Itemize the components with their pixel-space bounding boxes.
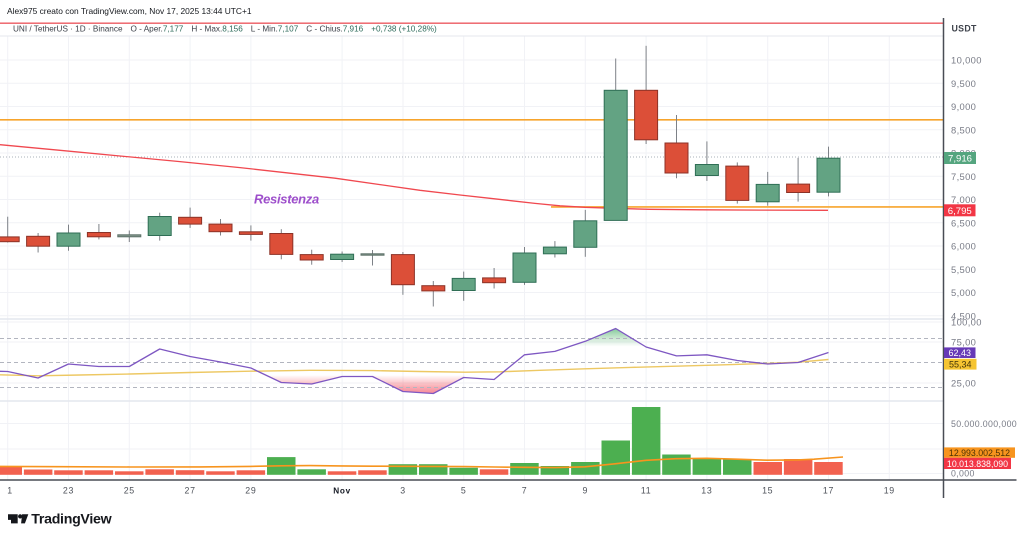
svg-text:29: 29: [245, 485, 256, 495]
svg-text:55,34: 55,34: [949, 360, 972, 370]
svg-text:7: 7: [522, 485, 528, 495]
svg-text:5,000: 5,000: [951, 287, 976, 298]
svg-text:62,43: 62,43: [948, 348, 971, 358]
svg-text:10,000: 10,000: [951, 55, 982, 66]
svg-text:17: 17: [823, 485, 834, 495]
svg-text:Nov: Nov: [333, 486, 351, 495]
svg-text:75,00: 75,00: [951, 337, 976, 348]
svg-text:9,000: 9,000: [951, 101, 976, 112]
svg-text:9,500: 9,500: [951, 78, 976, 89]
svg-text:50.000.000,000: 50.000.000,000: [951, 419, 1017, 429]
svg-text:4,500: 4,500: [951, 310, 976, 321]
svg-text:8,500: 8,500: [951, 124, 976, 135]
svg-text:11: 11: [641, 485, 652, 495]
svg-text:19: 19: [884, 485, 895, 495]
svg-text:0,000: 0,000: [951, 469, 975, 479]
svg-text:Alex975 creato con TradingView: Alex975 creato con TradingView.com, Nov …: [7, 6, 252, 16]
svg-text:USDT: USDT: [952, 24, 977, 34]
svg-text:25: 25: [124, 485, 135, 495]
svg-text:10.013.838,090: 10.013.838,090: [947, 459, 1008, 469]
svg-text:7,000: 7,000: [951, 194, 976, 205]
svg-text:Resistenza: Resistenza: [254, 191, 319, 206]
svg-text:6,000: 6,000: [951, 241, 976, 252]
svg-text:TradingView: TradingView: [31, 512, 112, 528]
svg-text:23: 23: [63, 485, 74, 495]
svg-text:12.993.002,512: 12.993.002,512: [949, 448, 1010, 458]
svg-text:5: 5: [461, 485, 467, 495]
svg-text:7,916: 7,916: [948, 154, 972, 165]
svg-text:15: 15: [762, 485, 773, 495]
svg-text:13: 13: [701, 485, 712, 495]
svg-text:100,00: 100,00: [951, 317, 982, 328]
svg-text:1: 1: [7, 485, 13, 495]
svg-text:7,500: 7,500: [951, 171, 976, 182]
svg-text:27: 27: [185, 485, 196, 495]
svg-text:6,795: 6,795: [948, 206, 972, 217]
svg-text:6,500: 6,500: [951, 217, 976, 228]
svg-text:25,00: 25,00: [951, 378, 976, 389]
svg-text:9: 9: [583, 485, 589, 495]
svg-text:3: 3: [400, 485, 406, 495]
svg-text:5,500: 5,500: [951, 264, 976, 275]
